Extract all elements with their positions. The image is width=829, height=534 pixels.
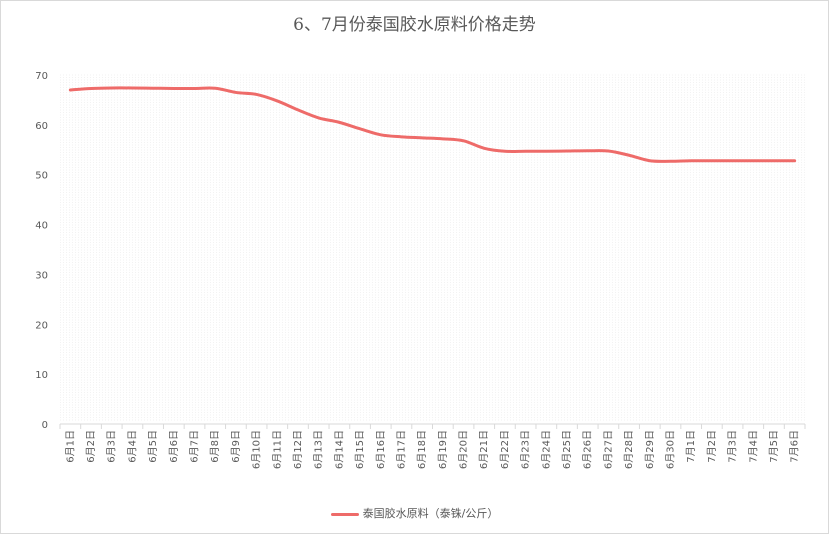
x-axis: 6月1日 6月2日 6月3日 6月4日 6月5日 6月6日 6月7日 6月8日 6月9日 6月10…	[59, 423, 806, 469]
x-tick-label: 6月1日	[64, 430, 76, 463]
y-tick-label: 70	[35, 71, 48, 82]
x-tick-label: 6月14日	[333, 430, 345, 469]
x-tick-label: 6月29日	[644, 430, 656, 469]
x-tick-label: 6月27日	[602, 430, 614, 469]
x-tick-label: 6月7日	[189, 430, 201, 463]
x-tick-label: 6月25日	[561, 430, 573, 469]
x-tick-label: 6月30日	[664, 430, 676, 469]
x-tick-label: 6月18日	[416, 430, 428, 469]
x-tick-label: 6月22日	[499, 430, 511, 469]
legend-label: 泰国胶水原料（泰铢/公斤）	[362, 507, 499, 520]
grid-lines	[60, 74, 805, 421]
x-tick-label: 7月5日	[768, 430, 780, 463]
x-tick-label: 6月16日	[375, 430, 387, 469]
x-tick-label: 7月4日	[747, 430, 759, 463]
y-tick-label: 30	[35, 270, 48, 281]
x-tick-label: 6月8日	[209, 430, 221, 463]
x-tick-label: 7月2日	[706, 430, 718, 463]
x-tick-label: 6月4日	[126, 430, 138, 463]
x-tick-label: 6月6日	[168, 430, 180, 463]
y-tick-label: 50	[35, 171, 48, 182]
x-tick-label: 6月28日	[623, 430, 635, 469]
y-tick-label: 40	[35, 221, 48, 232]
x-tick-label: 6月19日	[437, 430, 449, 469]
y-tick-label: 60	[35, 121, 48, 132]
x-tick-label: 6月11日	[271, 430, 283, 469]
x-tick-label: 7月3日	[727, 430, 739, 463]
x-tick-label: 6月23日	[520, 430, 532, 469]
y-axis: 0 10 20 30 40 50 60 70	[35, 71, 48, 431]
x-tick-label: 6月21日	[478, 430, 490, 469]
x-tick-label: 6月20日	[458, 430, 470, 469]
x-tick-label: 6月5日	[147, 430, 159, 463]
chart-title: 6、7月份泰国胶水原料价格走势	[293, 15, 536, 35]
x-tick-label: 6月10日	[251, 430, 263, 469]
y-tick-label: 0	[42, 420, 48, 431]
x-tick-label: 6月26日	[582, 430, 594, 469]
x-tick-label: 6月2日	[85, 430, 97, 463]
x-tick-label: 6月3日	[106, 430, 118, 463]
series-layer	[68, 86, 797, 163]
x-tick-label: 7月6日	[789, 430, 801, 463]
y-tick-label: 20	[35, 320, 48, 331]
x-tick-label: 6月15日	[354, 430, 366, 469]
x-tick-label: 6月12日	[292, 430, 304, 469]
series-line	[68, 86, 797, 163]
x-tick-label: 6月17日	[395, 430, 407, 469]
legend-swatch	[330, 512, 359, 516]
x-tick-label: 6月9日	[230, 430, 242, 463]
x-tick-label: 7月1日	[685, 430, 697, 463]
x-tick-label: 6月24日	[540, 430, 552, 469]
legend: 泰国胶水原料（泰铢/公斤）	[0, 505, 829, 521]
y-tick-label: 10	[35, 370, 48, 381]
x-tick-label: 6月13日	[313, 430, 325, 469]
